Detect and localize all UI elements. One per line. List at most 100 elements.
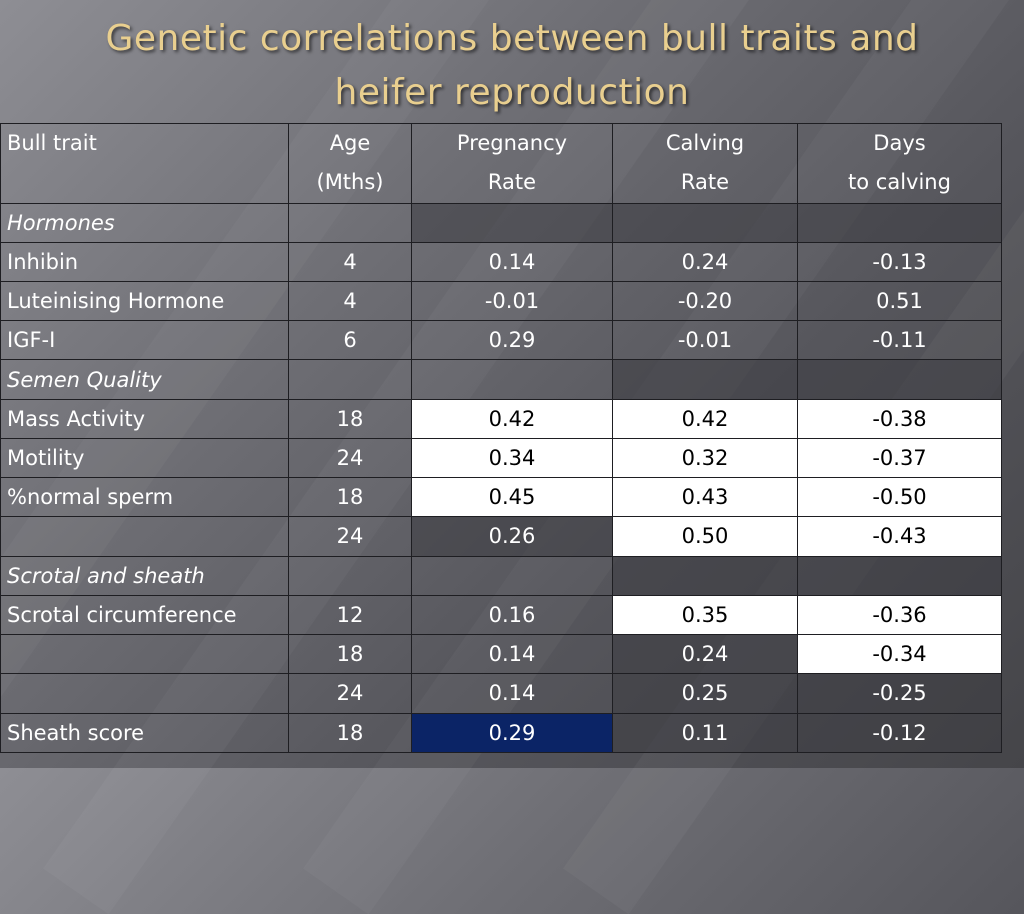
header-calving-rate: Calving Rate <box>612 123 798 204</box>
table-row: 24 0.26 0.50 -0.43 <box>0 516 1002 557</box>
pregnancy-rate-cell <box>411 359 613 400</box>
correlation-table: Bull trait Age (Mths) Pregnancy Rate Cal… <box>0 123 1002 754</box>
pregnancy-rate-cell: 0.29 <box>411 320 613 361</box>
calving-rate-cell: 0.32 <box>612 437 798 479</box>
trait-cell <box>0 634 289 675</box>
header-calv-line-2: Rate <box>680 170 730 195</box>
slide-title: Genetic correlations between bull traits… <box>0 12 1024 120</box>
age-cell: 24 <box>288 437 412 479</box>
age-cell: 18 <box>288 477 412 518</box>
pregnancy-rate-cell <box>411 202 613 243</box>
table-row: Semen Quality <box>0 359 1002 400</box>
age-cell: 4 <box>288 241 412 282</box>
days-to-calving-cell: -0.37 <box>797 437 1002 479</box>
days-to-calving-cell: -0.50 <box>797 477 1002 518</box>
calving-rate-cell: 0.42 <box>612 398 798 439</box>
trait-cell: Motility <box>0 437 289 479</box>
table-row: Sheath score 18 0.29 0.11 -0.12 <box>0 712 1002 754</box>
header-preg-line-2: Rate <box>487 170 537 195</box>
days-to-calving-cell: -0.38 <box>797 398 1002 439</box>
table-row: Luteinising Hormone 4 -0.01 -0.20 0.51 <box>0 280 1002 322</box>
header-age-line-1: Age <box>329 131 371 156</box>
age-cell: 6 <box>288 320 412 361</box>
calving-rate-cell: 0.50 <box>612 516 798 557</box>
trait-cell: IGF-I <box>0 320 289 361</box>
age-cell <box>288 359 412 400</box>
calving-rate-cell: 0.25 <box>612 673 798 714</box>
age-cell <box>288 202 412 243</box>
calving-rate-cell <box>612 555 798 596</box>
pregnancy-rate-cell: 0.29 <box>411 712 613 754</box>
header-days-line-1: Days <box>873 131 926 156</box>
section-label: Scrotal and sheath <box>0 555 289 596</box>
age-cell: 18 <box>288 398 412 439</box>
section-label: Hormones <box>0 202 289 243</box>
days-to-calving-cell <box>797 359 1002 400</box>
calving-rate-cell: -0.01 <box>612 320 798 361</box>
table-row: IGF-I 6 0.29 -0.01 -0.11 <box>0 320 1002 361</box>
trait-cell <box>0 673 289 714</box>
header-days-to-calving: Days to calving <box>797 123 1002 204</box>
trait-cell: Scrotal circumference <box>0 594 289 636</box>
trait-cell: Sheath score <box>0 712 289 754</box>
pregnancy-rate-cell: 0.34 <box>411 437 613 479</box>
calving-rate-cell: 0.43 <box>612 477 798 518</box>
header-days-line-2: to calving <box>848 170 951 195</box>
trait-cell: %normal sperm <box>0 477 289 518</box>
pregnancy-rate-cell: -0.01 <box>411 280 613 322</box>
trait-cell: Mass Activity <box>0 398 289 439</box>
section-label: Semen Quality <box>0 359 289 400</box>
table-row: Hormones <box>0 202 1002 243</box>
header-age: Age (Mths) <box>288 123 412 204</box>
header-bull-trait: Bull trait <box>0 123 289 204</box>
table-row: Mass Activity 18 0.42 0.42 -0.38 <box>0 398 1002 439</box>
table-row: %normal sperm 18 0.45 0.43 -0.50 <box>0 477 1002 518</box>
table-header-row: Bull trait Age (Mths) Pregnancy Rate Cal… <box>0 123 1002 204</box>
trait-cell: Inhibin <box>0 241 289 282</box>
days-to-calving-cell: -0.36 <box>797 594 1002 636</box>
days-to-calving-cell: -0.13 <box>797 241 1002 282</box>
days-to-calving-cell: -0.34 <box>797 634 1002 675</box>
pregnancy-rate-cell: 0.14 <box>411 673 613 714</box>
header-calv-line-1: Calving <box>665 131 745 156</box>
calving-rate-cell: 0.24 <box>612 634 798 675</box>
table-row: 18 0.14 0.24 -0.34 <box>0 634 1002 675</box>
pregnancy-rate-cell: 0.16 <box>411 594 613 636</box>
table-row: 24 0.14 0.25 -0.25 <box>0 673 1002 714</box>
header-age-line-2: (Mths) <box>316 170 384 195</box>
title-line-2: heifer reproduction <box>334 72 690 113</box>
age-cell: 18 <box>288 712 412 754</box>
title-line-1: Genetic correlations between bull traits… <box>105 18 919 59</box>
age-cell: 4 <box>288 280 412 322</box>
age-cell: 24 <box>288 516 412 557</box>
table-row: Scrotal circumference 12 0.16 0.35 -0.36 <box>0 594 1002 636</box>
pregnancy-rate-cell: 0.42 <box>411 398 613 439</box>
pregnancy-rate-cell: 0.14 <box>411 634 613 675</box>
days-to-calving-cell: -0.43 <box>797 516 1002 557</box>
age-cell: 12 <box>288 594 412 636</box>
age-cell: 24 <box>288 673 412 714</box>
header-bull-trait-text: Bull trait <box>7 131 97 155</box>
pregnancy-rate-cell: 0.45 <box>411 477 613 518</box>
pregnancy-rate-cell: 0.26 <box>411 516 613 557</box>
days-to-calving-cell: -0.11 <box>797 320 1002 361</box>
days-to-calving-cell: 0.51 <box>797 280 1002 322</box>
days-to-calving-cell <box>797 555 1002 596</box>
pregnancy-rate-cell <box>411 555 613 596</box>
table-row: Inhibin 4 0.14 0.24 -0.13 <box>0 241 1002 282</box>
calving-rate-cell: 0.35 <box>612 594 798 636</box>
pregnancy-rate-cell: 0.14 <box>411 241 613 282</box>
days-to-calving-cell: -0.12 <box>797 712 1002 754</box>
days-to-calving-cell: -0.25 <box>797 673 1002 714</box>
table-row: Scrotal and sheath <box>0 555 1002 596</box>
calving-rate-cell <box>612 202 798 243</box>
age-cell <box>288 555 412 596</box>
age-cell: 18 <box>288 634 412 675</box>
trait-cell: Luteinising Hormone <box>0 280 289 322</box>
table-row: Motility 24 0.34 0.32 -0.37 <box>0 437 1002 479</box>
calving-rate-cell: 0.24 <box>612 241 798 282</box>
header-pregnancy-rate: Pregnancy Rate <box>411 123 613 204</box>
trait-cell <box>0 516 289 557</box>
calving-rate-cell: 0.11 <box>612 712 798 754</box>
calving-rate-cell: -0.20 <box>612 280 798 322</box>
